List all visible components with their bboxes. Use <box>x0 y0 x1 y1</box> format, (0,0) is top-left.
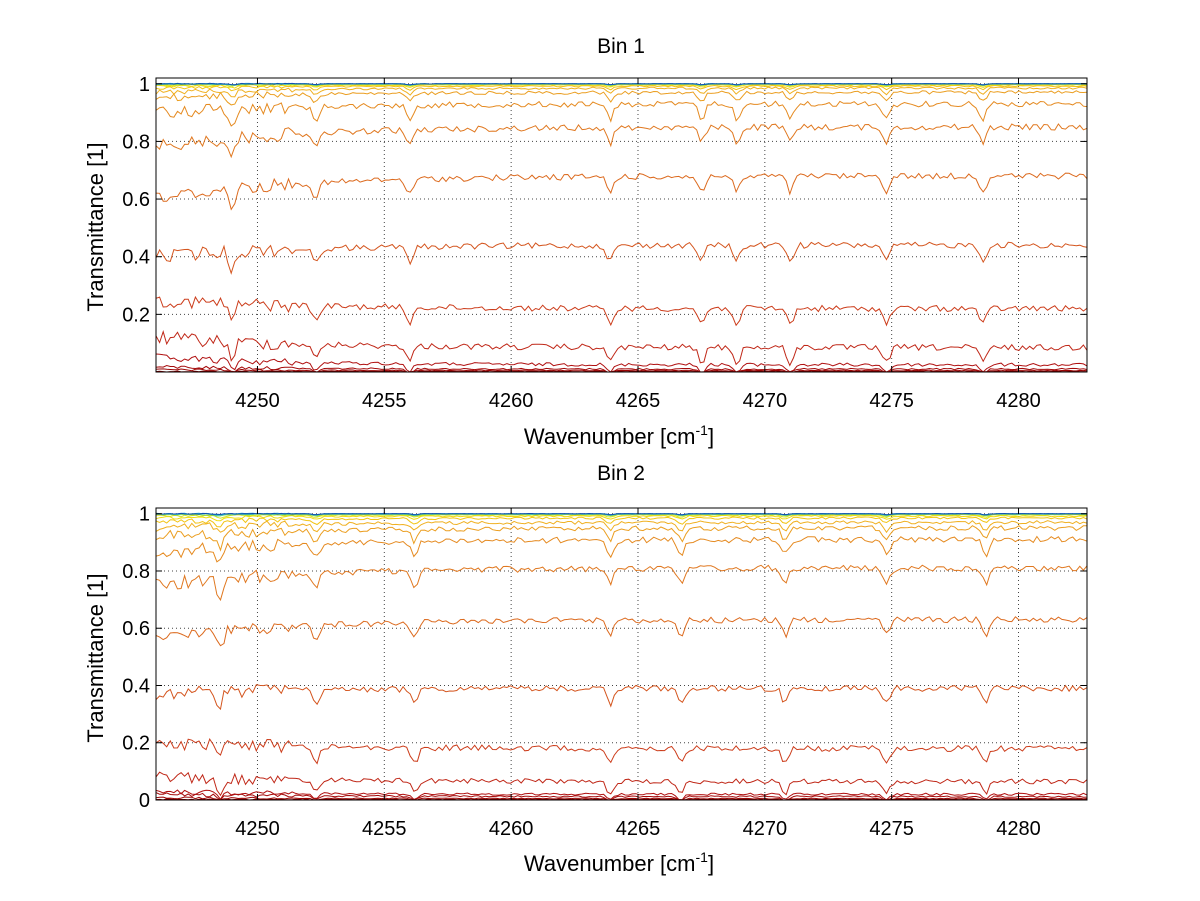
series-line <box>156 353 1087 372</box>
series-line <box>156 737 1087 765</box>
y-axis-label: Transmittance [1] <box>83 573 108 742</box>
series-line <box>156 564 1087 602</box>
series-line <box>156 83 1087 89</box>
y-tick-label: 0.8 <box>122 131 150 153</box>
x-axis-label: Wavenumber [cm-1] <box>524 422 714 449</box>
series-line <box>156 364 1087 372</box>
series-line <box>156 172 1087 211</box>
series-line <box>156 86 1087 98</box>
axes-frame <box>155 77 1088 373</box>
x-tick-label: 4250 <box>235 818 280 840</box>
series-line <box>156 330 1087 367</box>
series-line <box>156 796 1087 800</box>
x-tick-label: 4275 <box>869 390 914 412</box>
series-line <box>156 520 1087 534</box>
x-tick-label: 4260 <box>489 818 534 840</box>
y-tick-label: 0.4 <box>122 247 150 269</box>
y-axis-label: Transmittance [1] <box>83 142 108 311</box>
y-tick-label: 0.2 <box>122 733 150 755</box>
x-tick-label: 4250 <box>235 390 280 412</box>
x-axis-label-main: Wavenumber [cm <box>524 424 696 449</box>
y-tick-label: 0 <box>139 790 150 812</box>
series-line <box>156 82 1087 86</box>
series-line <box>156 789 1087 800</box>
chart-title: Bin 2 <box>597 462 645 485</box>
y-tick-label: 0.6 <box>122 618 150 640</box>
series-line <box>156 525 1087 552</box>
y-tick-label: 0.8 <box>122 561 150 583</box>
series-line <box>156 123 1087 159</box>
series-line <box>156 684 1087 711</box>
x-axis-label-close: ] <box>708 424 714 449</box>
x-tick-label: 4265 <box>616 390 661 412</box>
x-tick-label: 4270 <box>743 818 788 840</box>
x-axis-label-main: Wavenumber [cm <box>524 851 696 876</box>
x-axis-label-close: ] <box>708 851 714 876</box>
plot-area: 4250 4255 4260 4265 4270 4275 4280 0 0.2 0.4 0.6 0.… <box>122 504 1088 840</box>
x-tick-label: 4270 <box>743 390 788 412</box>
plot-area: 4250 4255 4260 4265 4270 4275 4280 0.2 0.4 0.6 0.8… <box>122 74 1088 412</box>
y-tick-label: 0.2 <box>122 304 150 326</box>
chart-bin-1: Bin 1 4250 4255 4260 4265 4270 4275 4280 0.2 0.4… <box>83 35 1088 449</box>
series-line <box>156 616 1087 647</box>
series-line <box>156 295 1087 327</box>
series-line <box>156 241 1087 275</box>
series-line <box>156 100 1087 127</box>
x-tick-label: 4275 <box>869 818 914 840</box>
x-tick-label: 4255 <box>362 818 407 840</box>
chart-title: Bin 1 <box>597 35 645 58</box>
y-tick-label: 0.4 <box>122 675 150 697</box>
series-line <box>156 90 1087 106</box>
axes-frame <box>155 507 1088 801</box>
series-line <box>156 771 1087 797</box>
x-tick-label: 4265 <box>616 818 661 840</box>
y-tick-label: 1 <box>139 74 150 96</box>
x-axis-label-superscript: -1 <box>696 422 709 438</box>
series-group <box>156 82 1087 372</box>
series-line <box>156 512 1087 516</box>
series-line <box>156 84 1087 92</box>
series-line <box>156 516 1087 528</box>
x-axis-label-superscript: -1 <box>696 849 709 865</box>
x-tick-label: 4280 <box>996 818 1041 840</box>
x-tick-label: 4255 <box>362 390 407 412</box>
series-line <box>156 535 1087 563</box>
chart-bin-2: Bin 2 4250 4255 4260 4265 4270 4275 4280 0 0.2 0.… <box>83 462 1088 876</box>
x-axis-label: Wavenumber [cm-1] <box>524 849 714 876</box>
series-line <box>156 368 1087 372</box>
y-tick-label: 1 <box>139 504 150 526</box>
series-line <box>156 514 1087 522</box>
y-tick-label: 0.6 <box>122 189 150 211</box>
series-group <box>156 512 1087 800</box>
x-tick-label: 4280 <box>996 390 1041 412</box>
x-tick-label: 4260 <box>489 390 534 412</box>
series-line <box>156 792 1087 800</box>
